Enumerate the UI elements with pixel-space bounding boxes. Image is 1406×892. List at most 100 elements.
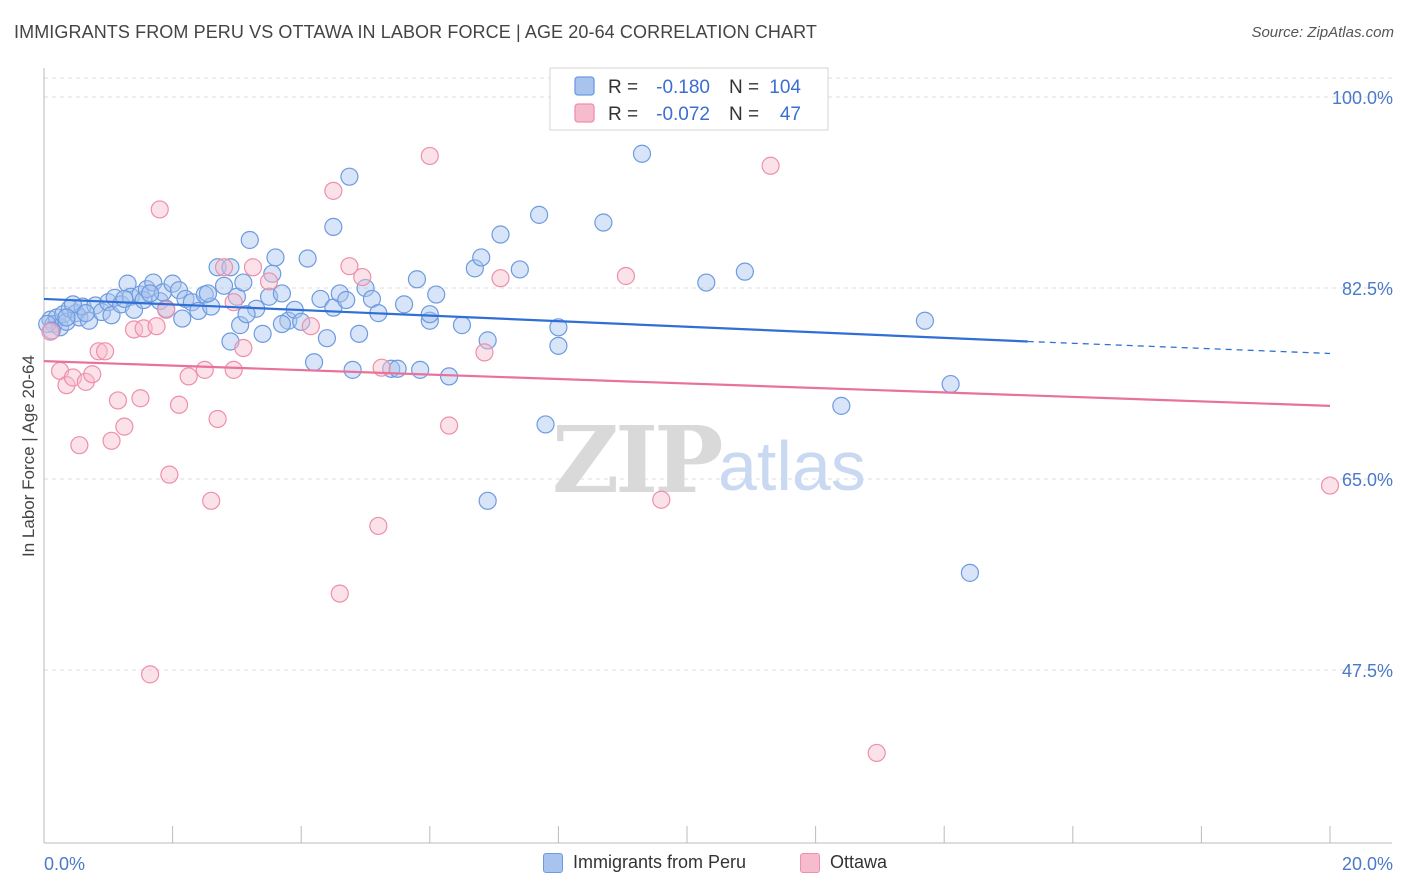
data-point-ottawa [234, 338, 253, 358]
y-tick-label: 47.5% [1342, 661, 1393, 681]
watermark-atlas: atlas [718, 427, 866, 505]
y-tick-label: 65.0% [1342, 470, 1393, 490]
legend-item-peru[interactable]: Immigrants from Peru [543, 852, 746, 873]
data-point-ottawa [301, 317, 320, 336]
data-point-peru [549, 318, 568, 337]
data-point-peru [594, 213, 613, 232]
data-point-peru [292, 312, 311, 331]
chart-title: IMMIGRANTS FROM PERU VS OTTAWA IN LABOR … [14, 22, 817, 42]
data-point-peru [304, 353, 324, 372]
data-point-peru [472, 248, 491, 267]
trend-line-extension-peru [1027, 340, 1331, 355]
data-point-peru [735, 262, 754, 281]
legend-label-peru: Immigrants from Peru [573, 852, 747, 872]
data-point-peru [214, 276, 234, 295]
data-point-peru [536, 415, 555, 434]
data-point-ottawa [340, 257, 359, 276]
y-tick-label: 100.0% [1332, 88, 1393, 108]
data-point-peru [960, 563, 980, 582]
data-point-peru [452, 316, 472, 335]
data-point-ottawa [224, 360, 243, 379]
legend-item-ottawa[interactable]: Ottawa [800, 852, 887, 873]
data-point-peru [632, 144, 652, 163]
data-point-ottawa [147, 317, 166, 336]
data-point-ottawa [102, 431, 121, 450]
legend-r-value: -0.180 [656, 77, 710, 98]
data-point-peru [411, 360, 430, 379]
data-point-peru [337, 290, 356, 310]
data-point-peru [530, 205, 549, 224]
data-point-peru [349, 324, 369, 343]
legend-r-label: R = [608, 77, 638, 98]
data-point-ottawa [491, 269, 510, 288]
data-point-peru [941, 374, 960, 394]
data-point-peru [317, 329, 337, 348]
data-point-ottawa [439, 416, 459, 435]
legend-n-value: 47 [780, 104, 801, 125]
data-point-peru [491, 225, 510, 244]
data-point-peru [478, 331, 497, 350]
data-point-ottawa [41, 322, 60, 341]
data-point-peru [266, 248, 285, 267]
data-point-ottawa [208, 409, 227, 429]
data-point-peru [208, 258, 227, 277]
data-point-peru [549, 336, 568, 355]
data-point-peru [253, 324, 272, 343]
data-point-peru [272, 314, 292, 334]
data-point-peru [311, 289, 330, 309]
data-point-peru [356, 278, 375, 298]
data-point-peru [173, 309, 192, 328]
data-point-peru [144, 273, 163, 292]
data-point-peru [394, 295, 414, 314]
data-point-peru [272, 284, 292, 303]
data-point-ottawa [475, 343, 494, 362]
data-point-peru [407, 270, 427, 289]
data-point-ottawa [115, 417, 134, 436]
data-point-peru [76, 304, 95, 323]
data-point-peru [140, 284, 160, 303]
data-point-peru [340, 167, 359, 186]
data-point-ottawa [89, 342, 108, 361]
data-point-ottawa [83, 365, 102, 384]
legend-label-ottawa: Ottawa [830, 852, 888, 872]
data-point-ottawa [140, 665, 160, 684]
data-point-ottawa [761, 156, 780, 175]
data-point-ottawa [157, 300, 176, 319]
data-point-peru [221, 258, 240, 277]
data-point-peru [231, 316, 250, 335]
bottom-legend: Immigrants from Peru Ottawa [0, 852, 1406, 878]
x-tick-label: 20.0% [1342, 854, 1393, 874]
data-point-ottawa [353, 267, 372, 287]
legend-box [549, 67, 829, 131]
data-point-ottawa [420, 146, 439, 166]
data-point-peru [298, 249, 317, 268]
data-point-ottawa [202, 491, 221, 510]
data-point-ottawa [150, 200, 169, 219]
data-point-ottawa [179, 367, 198, 386]
legend-swatch-blue [543, 852, 563, 873]
data-point-ottawa [243, 258, 263, 277]
data-point-peru [240, 230, 259, 250]
data-point-peru [343, 360, 362, 379]
data-point-peru [163, 274, 182, 293]
data-point-ottawa [108, 391, 128, 410]
legend-r-label: R = [608, 104, 638, 125]
data-point-peru [832, 396, 851, 415]
data-point-ottawa [214, 258, 234, 277]
data-point-peru [92, 302, 111, 322]
data-point-peru [465, 259, 484, 278]
data-point-ottawa [160, 465, 179, 484]
data-point-peru [324, 217, 343, 236]
data-point-ottawa [1320, 476, 1340, 495]
data-point-peru [420, 305, 439, 324]
data-point-peru [478, 491, 497, 510]
data-point-peru [510, 260, 529, 279]
watermark-zip: ZIP [552, 406, 721, 514]
data-point-ottawa [652, 490, 671, 509]
data-point-peru [697, 273, 716, 292]
data-point-ottawa [57, 376, 76, 395]
trend-line-peru [43, 297, 1028, 343]
data-point-ottawa [324, 181, 343, 200]
data-point-peru [115, 289, 134, 309]
